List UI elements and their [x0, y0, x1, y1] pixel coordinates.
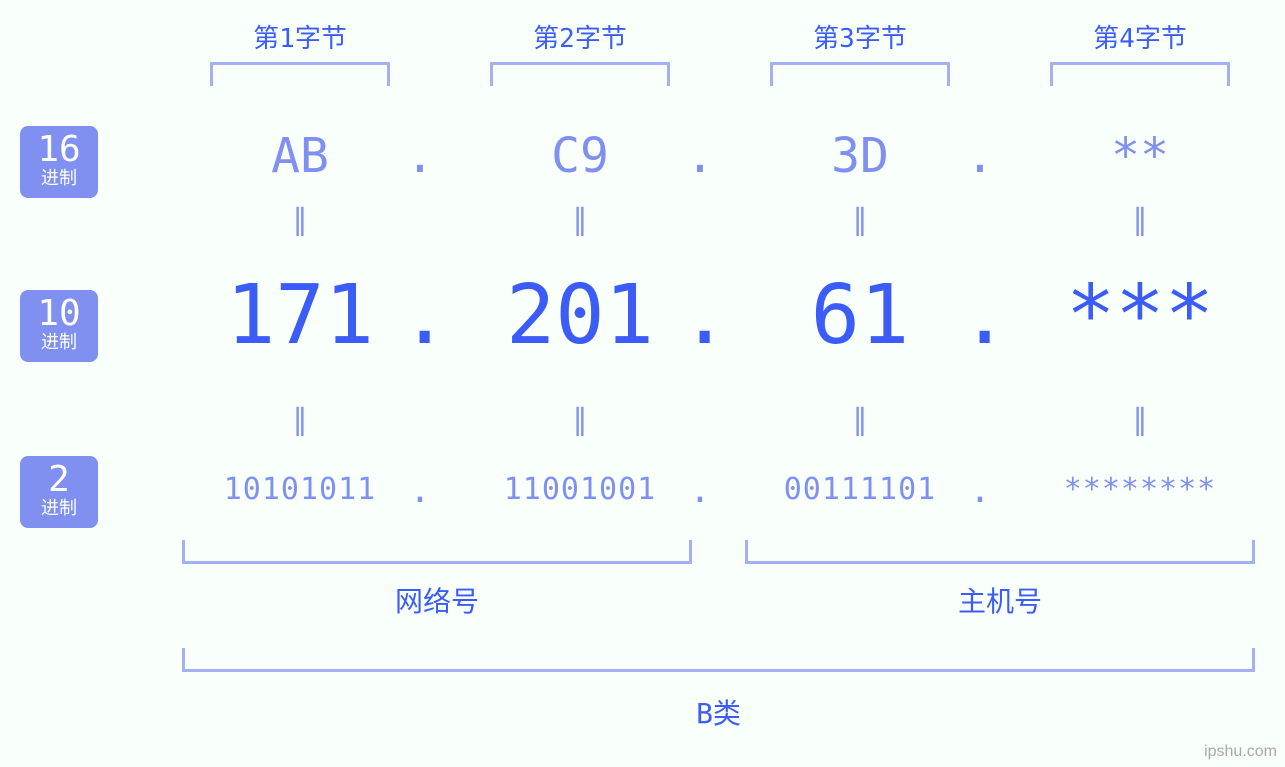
- watermark: ipshu.com: [1204, 743, 1277, 761]
- bin-byte-3: 00111101: [740, 472, 980, 507]
- byte-header-1: 第1字节: [180, 18, 420, 55]
- base-num-hex: 16: [37, 132, 80, 168]
- dec-byte-3: 61: [740, 268, 980, 363]
- byte-header-4: 第4字节: [1020, 18, 1260, 55]
- hex-dot-1: .: [400, 128, 440, 184]
- bin-byte-2: 11001001: [460, 472, 700, 507]
- dec-dot-1: .: [400, 268, 440, 363]
- ip-representation-diagram: 第1字节 第2字节 第3字节 第4字节 16 进制 10 进制 2 进制 AB …: [0, 0, 1285, 767]
- host-label: 主机号: [745, 580, 1255, 620]
- eq-2-3: ǁ: [788, 400, 932, 446]
- eq-2-1: ǁ: [228, 400, 372, 446]
- top-bracket-4: [1050, 62, 1230, 86]
- bin-byte-4: ********: [1020, 472, 1260, 507]
- dec-byte-1: 171: [180, 268, 420, 363]
- dec-byte-4: ***: [1020, 268, 1260, 363]
- top-bracket-3: [770, 62, 950, 86]
- base-badge-dec: 10 进制: [20, 290, 98, 362]
- hex-dot-3: .: [960, 128, 1000, 184]
- hex-byte-4: **: [1020, 128, 1260, 184]
- eq-1-4: ǁ: [1068, 200, 1212, 246]
- base-unit-dec: 进制: [41, 334, 77, 352]
- base-unit-bin: 进制: [41, 500, 77, 518]
- base-badge-hex: 16 进制: [20, 126, 98, 198]
- byte-header-2: 第2字节: [460, 18, 700, 55]
- eq-1-3: ǁ: [788, 200, 932, 246]
- base-badge-bin: 2 进制: [20, 456, 98, 528]
- base-unit-hex: 进制: [41, 170, 77, 188]
- eq-2-4: ǁ: [1068, 400, 1212, 446]
- bin-dot-2: .: [680, 470, 720, 511]
- eq-2-2: ǁ: [508, 400, 652, 446]
- top-bracket-1: [210, 62, 390, 86]
- hex-byte-1: AB: [180, 128, 420, 184]
- dec-dot-2: .: [680, 268, 720, 363]
- bin-byte-1: 10101011: [180, 472, 420, 507]
- network-label: 网络号: [182, 580, 692, 620]
- base-num-dec: 10: [37, 296, 80, 332]
- byte-header-3: 第3字节: [740, 18, 980, 55]
- top-bracket-2: [490, 62, 670, 86]
- dec-byte-2: 201: [460, 268, 700, 363]
- dec-dot-3: .: [960, 268, 1000, 363]
- network-bracket: [182, 540, 692, 564]
- eq-1-1: ǁ: [228, 200, 372, 246]
- hex-dot-2: .: [680, 128, 720, 184]
- hex-byte-2: C9: [460, 128, 700, 184]
- hex-byte-3: 3D: [740, 128, 980, 184]
- eq-1-2: ǁ: [508, 200, 652, 246]
- host-bracket: [745, 540, 1255, 564]
- base-num-bin: 2: [48, 462, 70, 498]
- bin-dot-3: .: [960, 470, 1000, 511]
- class-bracket: [182, 648, 1255, 672]
- class-label: B类: [182, 692, 1255, 732]
- bin-dot-1: .: [400, 470, 440, 511]
